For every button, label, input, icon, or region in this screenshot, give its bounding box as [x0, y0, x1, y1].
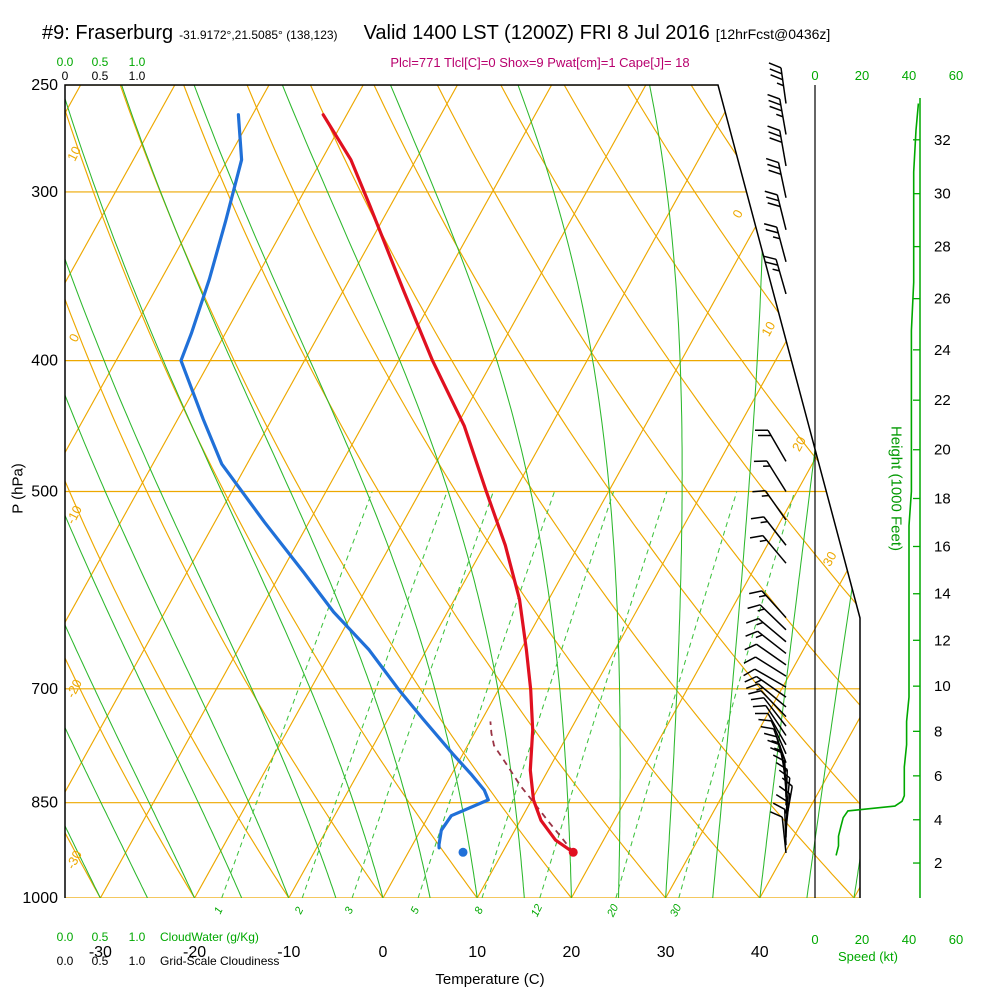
mixing-ratio-label: 1: [212, 905, 225, 916]
cloudwater-scale-bottom: 0.0: [57, 930, 74, 944]
cloudwater-label: CloudWater (g/Kg): [160, 930, 259, 944]
wind-barbs: [743, 62, 793, 853]
valid-time: Valid 1400 LST (1200Z) FRI 8 Jul 2016: [363, 22, 710, 44]
temperature-tick: 30: [657, 944, 675, 961]
temperature-tick: -10: [277, 944, 300, 961]
height-tick: 6: [934, 768, 942, 785]
height-tick: 18: [934, 490, 951, 507]
speed-tick-bottom: 20: [855, 932, 869, 947]
cloudwater-scale-top: 1.0: [129, 55, 146, 69]
height-tick: 26: [934, 291, 951, 308]
temperature-axis-label: Temperature (C): [435, 971, 545, 988]
cloudiness-scale-bottom: 0.5: [92, 954, 109, 968]
height-tick: 24: [934, 342, 951, 359]
height-tick: 12: [934, 632, 951, 649]
mixing-ratio-label: 5: [409, 905, 423, 917]
mixing-ratio-label: 20: [605, 902, 622, 920]
temperature-tick: -30: [89, 944, 112, 961]
speed-tick-bottom: 40: [902, 932, 916, 947]
title-bar: #9: Fraserburg -31.9172°,21.5085° (138,1…: [42, 22, 992, 45]
cloudiness-scale-bottom: 0.0: [57, 954, 74, 968]
temperature-profile-line: [321, 113, 575, 854]
cloudwater-scale-top: 0.0: [57, 55, 74, 69]
speed-tick-top: 0: [811, 68, 818, 83]
surface-dewpoint-dot: [458, 847, 468, 857]
height-tick: 10: [934, 678, 951, 695]
cloudwater-scale-bottom: 1.0: [129, 930, 146, 944]
dry-adiabat-label: 0: [66, 331, 83, 344]
speed-tick-bottom: 60: [949, 932, 963, 947]
dewpoint-profile-line: [179, 113, 490, 850]
grid-mixing-ratio-lines: [221, 491, 796, 898]
temperature-tick: 10: [468, 944, 486, 961]
height-tick: 22: [934, 392, 951, 409]
isotherm-label: 0: [729, 207, 746, 221]
height-tick: 30: [934, 186, 951, 203]
sounding-params: Plcl=771 Tlcl[C]=0 Shox=9 Pwat[cm]=1 Cap…: [390, 55, 690, 70]
height-tick: 2: [934, 855, 942, 872]
surface-temperature-dot: [568, 847, 578, 857]
cloudiness-scale-top: 1.0: [129, 69, 146, 83]
pressure-tick: 250: [31, 77, 58, 94]
height-tick: 8: [934, 723, 942, 740]
station-coords: -31.9172°,21.5085° (138,123): [179, 28, 338, 42]
pressure-tick: 700: [31, 681, 58, 698]
grid-green-moist-adiabats: [65, 85, 860, 898]
dry-adiabat-label: -10: [63, 503, 85, 527]
forecast-info: [12hrFcst@0436z]: [715, 26, 831, 42]
speed-tick-top: 20: [855, 68, 869, 83]
mixing-ratio-label: 3: [343, 905, 357, 917]
cloudwater-scale-top: 0.5: [92, 55, 109, 69]
speed-axis-label: Speed (kt): [838, 949, 898, 964]
temperature-tick: 40: [751, 944, 769, 961]
dry-adiabat-label: -30: [63, 848, 85, 872]
cloudiness-scale-top: 0.5: [92, 69, 109, 83]
isotherm-label: 20: [789, 434, 809, 454]
wind-speed-profile-line: [835, 103, 920, 856]
grid-orange: [65, 85, 860, 898]
isotherm-label: 30: [819, 549, 839, 569]
parcel-path-line: [489, 721, 574, 853]
cloudwater-scale-bottom: 0.5: [92, 930, 109, 944]
height-tick: 32: [934, 132, 951, 149]
pressure-tick: 300: [31, 184, 58, 201]
station-title: #9: Fraserburg: [42, 22, 174, 44]
pressure-tick: 500: [31, 484, 58, 501]
pressure-tick: 850: [31, 795, 58, 812]
height-tick: 28: [934, 239, 951, 256]
dry-adiabat-label: 10: [64, 144, 84, 164]
temperature-tick: 0: [379, 944, 388, 961]
mixing-ratio-label: 8: [473, 905, 487, 917]
plot-border: [64, 84, 861, 898]
speed-tick-top: 40: [902, 68, 916, 83]
cloudiness-label: Grid-Scale Cloudiness: [160, 954, 279, 968]
temperature-tick: -20: [183, 944, 206, 961]
dry-adiabat-label: -20: [63, 677, 85, 701]
mixing-ratio-label: 12: [529, 903, 545, 919]
height-tick: 20: [934, 442, 951, 459]
mixing-ratio-label: 2: [292, 905, 306, 917]
height-tick: 4: [934, 812, 942, 829]
speed-tick-bottom: 0: [811, 932, 818, 947]
height-tick: 16: [934, 538, 951, 555]
speed-tick-top: 60: [949, 68, 963, 83]
pressure-tick: 1000: [22, 890, 58, 907]
isotherm-label: 10: [758, 319, 778, 339]
temperature-tick: 20: [563, 944, 581, 961]
pressure-tick: 400: [31, 353, 58, 370]
cloudiness-scale-top: 0: [62, 69, 69, 83]
height-tick: 14: [934, 586, 951, 603]
cloudiness-scale-bottom: 1.0: [129, 954, 146, 968]
mixing-ratio-label: 30: [668, 902, 685, 919]
